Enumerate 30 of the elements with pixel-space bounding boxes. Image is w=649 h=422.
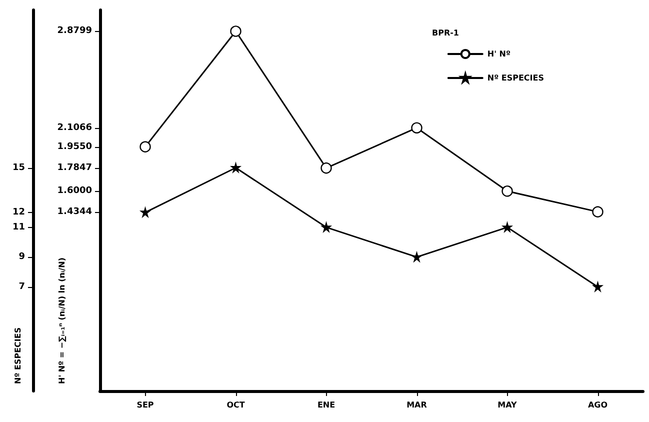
point	[140, 208, 150, 218]
point	[502, 186, 513, 197]
x-tick-label: AGO	[588, 400, 608, 410]
point	[412, 252, 422, 262]
y2-tick-label: 1.9550	[57, 142, 92, 152]
x-tick-label: SEP	[136, 400, 154, 410]
y2-tick-label: 1.6000	[57, 186, 92, 196]
point	[411, 122, 422, 134]
y-tick-label: 9	[18, 252, 25, 262]
x-tick-label: OCT	[226, 400, 246, 410]
y2-tick-label: 1.4344	[57, 206, 92, 217]
y-tick-label: 15	[12, 162, 25, 173]
y2-axis-title: H' Nº = −∑ᵢ₌₁ⁿ (nᵢ/N) ln (nᵢ/N)	[58, 257, 66, 384]
y2-tick-label: 2.8799	[57, 26, 92, 36]
x-tick-label: MAY	[498, 400, 518, 410]
y2-tick-label: 2.1066	[57, 122, 92, 133]
x-tick-label: ENE	[317, 400, 336, 410]
point	[592, 206, 604, 218]
y-tick-label: 12	[12, 207, 25, 218]
point	[140, 141, 151, 152]
point	[320, 162, 332, 174]
y-tick-label: 7	[18, 282, 25, 292]
x-tick-label: MAR	[406, 400, 427, 410]
legend-title: BPR-1	[432, 28, 460, 38]
legend-label: Nº ESPECIES	[487, 74, 544, 82]
legend-label: H' Nº	[487, 50, 512, 58]
y2-tick-label: 1.7847	[57, 163, 92, 174]
point	[230, 26, 242, 37]
y-tick-label: 11	[12, 222, 25, 232]
y-axis-title: Nº ESPECIES	[14, 327, 22, 384]
